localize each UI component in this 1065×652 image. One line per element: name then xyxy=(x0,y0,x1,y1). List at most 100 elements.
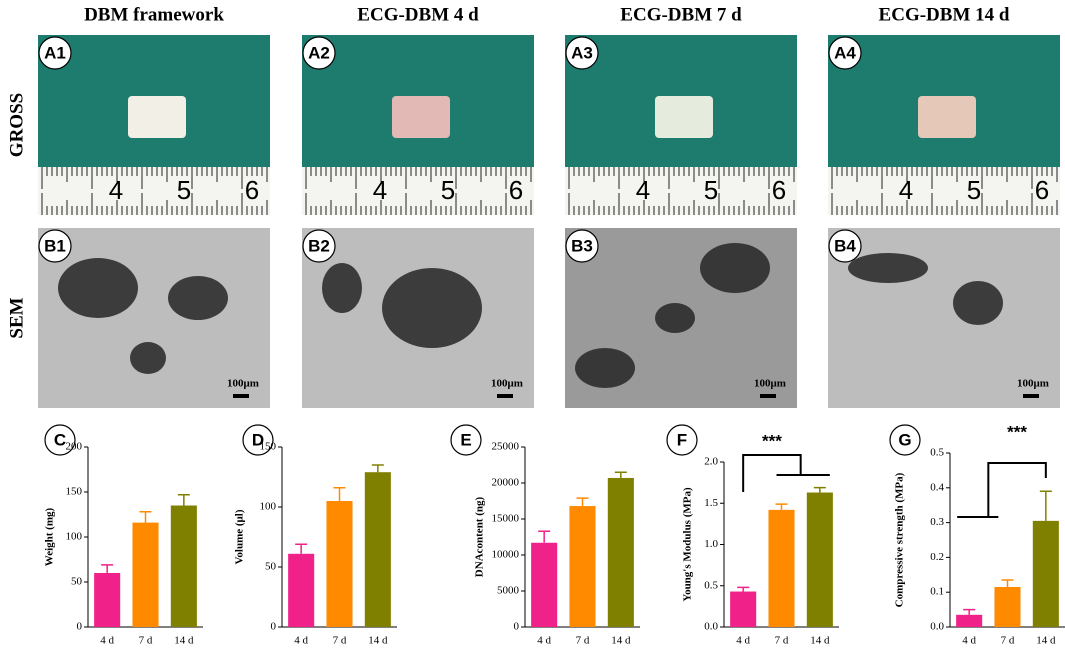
ruler-number: 4 xyxy=(899,175,913,205)
y-tick-label: 100 xyxy=(66,531,83,543)
x-tick-label: 14 d xyxy=(810,635,830,647)
y-axis-label: Young's Modulus (MPa) xyxy=(682,487,694,602)
y-tick-label: 25000 xyxy=(492,441,520,453)
scale-bar-label: 100μm xyxy=(227,378,259,390)
sample xyxy=(392,96,450,138)
sem-pore xyxy=(322,263,362,313)
panel-label-circle xyxy=(450,424,482,456)
panel-label: E xyxy=(460,430,471,449)
y-tick-label: 150 xyxy=(260,441,277,453)
y-tick-label: 0.0 xyxy=(930,621,944,633)
error-bar xyxy=(963,608,976,615)
bar xyxy=(94,573,121,627)
ruler xyxy=(828,167,1060,215)
panel-label: D xyxy=(252,430,264,449)
error-bar xyxy=(775,503,788,510)
y-tick-label: 0.1 xyxy=(930,586,944,598)
sem-photo xyxy=(38,228,270,408)
row-label: SEM xyxy=(6,297,27,338)
y-tick-label: 0.3 xyxy=(930,516,944,528)
y-tick-label: 20000 xyxy=(492,477,520,489)
error-bar xyxy=(737,586,750,592)
bar xyxy=(569,506,596,627)
x-tick-label: 14 d xyxy=(611,635,631,647)
ruler-number: 6 xyxy=(509,175,523,205)
sample xyxy=(918,96,976,138)
scale-bar-label: 100μm xyxy=(1017,378,1049,390)
y-tick-label: 100 xyxy=(260,501,277,513)
x-tick-label: 4 d xyxy=(100,635,114,647)
bar xyxy=(994,586,1021,627)
panel-label-circle xyxy=(44,424,76,456)
panel-label: A3 xyxy=(571,43,593,62)
bar xyxy=(1032,520,1059,627)
bar xyxy=(132,522,159,627)
y-tick-label: 0 xyxy=(271,621,277,633)
bar xyxy=(170,505,197,627)
panel-label-circle xyxy=(666,424,698,456)
error-bar xyxy=(576,497,589,507)
error-bar xyxy=(1001,579,1014,587)
significance-bracket xyxy=(957,462,1047,518)
error-bar xyxy=(371,464,384,473)
sample xyxy=(128,96,186,138)
scale-bar xyxy=(760,394,776,398)
panel-label: B4 xyxy=(834,236,856,255)
scale-bar-label: 100μm xyxy=(754,378,786,390)
y-tick-label: 0.5 xyxy=(930,447,944,459)
panel-label: F xyxy=(677,430,687,449)
panel-label: B3 xyxy=(571,236,593,255)
ruler-number: 4 xyxy=(373,175,387,205)
y-tick-label: 0.0 xyxy=(704,621,718,633)
error-bar xyxy=(1039,490,1052,521)
y-tick-label: 0 xyxy=(77,621,83,633)
x-tick-label: 14 d xyxy=(174,635,194,647)
panel-label-circle xyxy=(302,36,336,70)
y-tick-label: 1.0 xyxy=(704,538,718,550)
bar xyxy=(607,477,634,627)
x-tick-label: 7 d xyxy=(775,635,789,647)
column-header: ECG-DBM 4 d xyxy=(357,4,479,25)
bar xyxy=(956,614,983,627)
y-tick-label: 15000 xyxy=(492,513,520,525)
x-tick-label: 7 d xyxy=(139,635,153,647)
sample xyxy=(655,96,713,138)
error-bar xyxy=(139,511,152,523)
error-bar xyxy=(295,543,308,554)
y-axis-label: Volume (μl) xyxy=(234,509,246,564)
y-tick-label: 50 xyxy=(265,561,277,573)
error-bar xyxy=(614,471,627,478)
x-tick-label: 4 d xyxy=(537,635,551,647)
ruler-number: 6 xyxy=(772,175,786,205)
panel-label-circle xyxy=(38,36,72,70)
ruler-number: 5 xyxy=(967,175,981,205)
bar xyxy=(768,509,795,627)
error-bar xyxy=(813,486,826,493)
error-bar xyxy=(177,493,190,506)
column-header: DBM framework xyxy=(84,4,224,25)
ruler xyxy=(38,167,270,215)
sem-pore xyxy=(575,348,635,388)
ruler-number: 6 xyxy=(245,175,259,205)
ruler-number: 5 xyxy=(704,175,718,205)
y-tick-label: 0.2 xyxy=(930,551,944,563)
sem-pore xyxy=(655,303,695,333)
column-header: ECG-DBM 7 d xyxy=(620,4,742,25)
sem-pore xyxy=(168,276,228,320)
ruler-number: 4 xyxy=(109,175,123,205)
x-tick-label: 4 d xyxy=(294,635,308,647)
panel-label: B2 xyxy=(308,236,330,255)
panel-label-circle xyxy=(828,36,862,70)
panel-label: B1 xyxy=(44,236,66,255)
y-tick-label: 50 xyxy=(71,576,83,588)
column-header: ECG-DBM 14 d xyxy=(879,4,1010,25)
bar xyxy=(806,492,833,627)
panel-label: A4 xyxy=(834,43,856,62)
error-bar xyxy=(538,530,551,543)
scale-bar xyxy=(497,394,513,398)
y-tick-label: 10000 xyxy=(492,549,520,561)
ruler-number: 4 xyxy=(636,175,650,205)
panel-label-circle xyxy=(302,229,336,263)
x-tick-label: 7 d xyxy=(576,635,590,647)
